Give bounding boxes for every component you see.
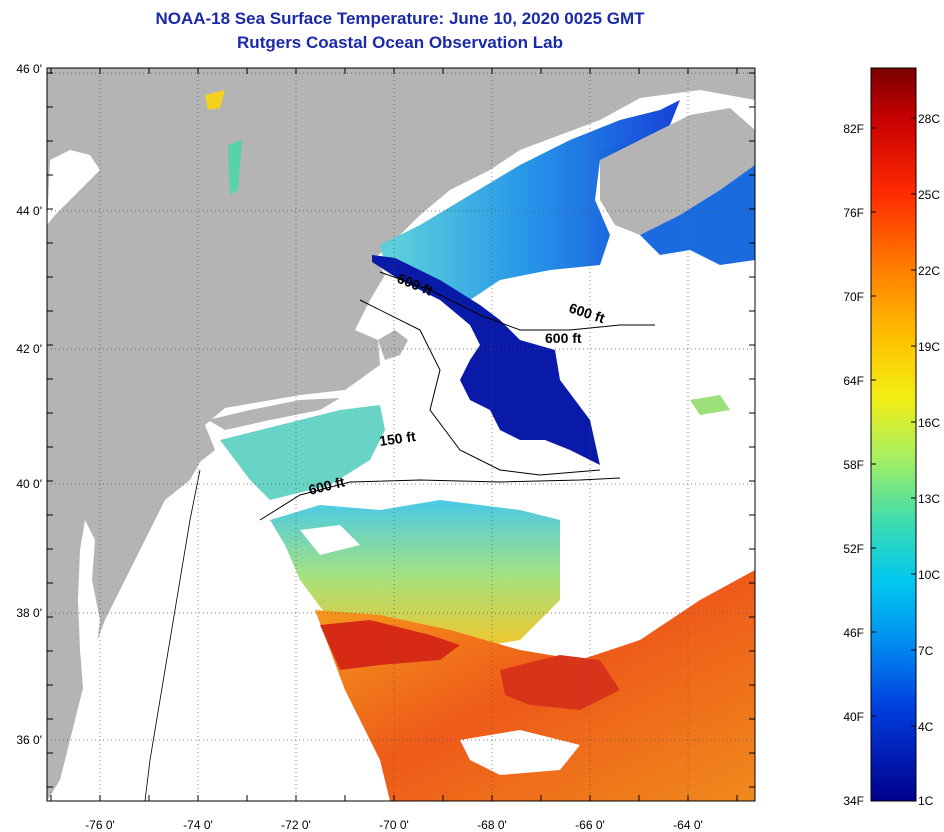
depth-label: 150 ft: [378, 428, 417, 449]
scale-label-f: 52F: [843, 542, 864, 556]
chesapeake-bay: [78, 520, 100, 740]
scale-label-c: 7C: [918, 644, 934, 658]
scale-label-c: 13C: [918, 492, 940, 506]
map-frame: [46, 67, 756, 802]
scale-label-f: 40F: [843, 710, 864, 724]
lat-label: 40 0': [16, 477, 42, 491]
lat-label: 36 0': [16, 733, 42, 747]
land-northeast: [47, 68, 755, 801]
sst-gulf-of-maine: [380, 100, 680, 300]
scale-label-c: 22C: [918, 264, 940, 278]
scale-label-c: 16C: [918, 416, 940, 430]
land-long-island: [208, 398, 340, 430]
contour-shelf-west: [144, 469, 201, 801]
lon-label: -70 0': [379, 818, 409, 832]
contour-600ft-south: [259, 477, 621, 521]
lon-label: -72 0': [281, 818, 311, 832]
depth-label: 600 ft: [545, 330, 582, 346]
scale-label-f: 76F: [843, 206, 864, 220]
lon-label: -76 0': [85, 818, 115, 832]
scale-label-f: 82F: [843, 122, 864, 136]
contour-150ft: [359, 299, 601, 476]
scale-label-c: 25C: [918, 188, 940, 202]
lat-label: 42 0': [16, 342, 42, 356]
scale-label-c: 4C: [918, 720, 934, 734]
scale-label-f: 34F: [843, 794, 864, 808]
lon-label: -64 0': [673, 818, 703, 832]
lat-label: 44 0': [16, 204, 42, 218]
scale-label-f: 58F: [843, 458, 864, 472]
sst-warm-core: [320, 620, 460, 670]
map-title: NOAA-18 Sea Surface Temperature: June 10…: [155, 9, 645, 28]
scale-label-f: 46F: [843, 626, 864, 640]
lat-label: 46 0': [16, 62, 42, 76]
sst-map: 46 0' 44 0' 42 0' 40 0' 38 0' 36 0' -76 …: [16, 62, 756, 832]
lat-label: 38 0': [16, 606, 42, 620]
scale-label-c: 1C: [918, 794, 934, 808]
inland-water: [47, 150, 100, 225]
sst-georges-bank-cold: [372, 255, 600, 465]
sst-patch-ne: [690, 395, 730, 415]
contour-600ft-north: [379, 271, 655, 331]
sst-scotian-shelf: [640, 165, 755, 265]
lon-label: -66 0': [575, 818, 605, 832]
sst-shelf-north: [220, 405, 385, 500]
map-subtitle: Rutgers Coastal Ocean Observation Lab: [237, 33, 563, 52]
cloud-gap-1: [595, 560, 700, 610]
color-scale: 82F 76F 70F 64F 58F 52F 46F 40F 34F 28C …: [843, 67, 940, 808]
scale-label-c: 10C: [918, 568, 940, 582]
lon-label: -68 0': [477, 818, 507, 832]
land-nova-scotia: [600, 108, 755, 235]
cloud-gap-3: [300, 525, 360, 555]
sst-lake-patch-2: [228, 140, 242, 195]
scale-label-c: 19C: [918, 340, 940, 354]
lon-label: -74 0': [183, 818, 213, 832]
color-scale-bar: [870, 67, 917, 802]
scale-label-f: 70F: [843, 290, 864, 304]
delaware-bay: [150, 545, 168, 590]
land-cape-cod: [378, 330, 408, 360]
scale-label-f: 64F: [843, 374, 864, 388]
cloud-gap-2: [460, 730, 580, 775]
sst-lake-patch: [205, 90, 225, 110]
map-ticks: [47, 68, 755, 801]
scale-label-c: 28C: [918, 112, 940, 126]
